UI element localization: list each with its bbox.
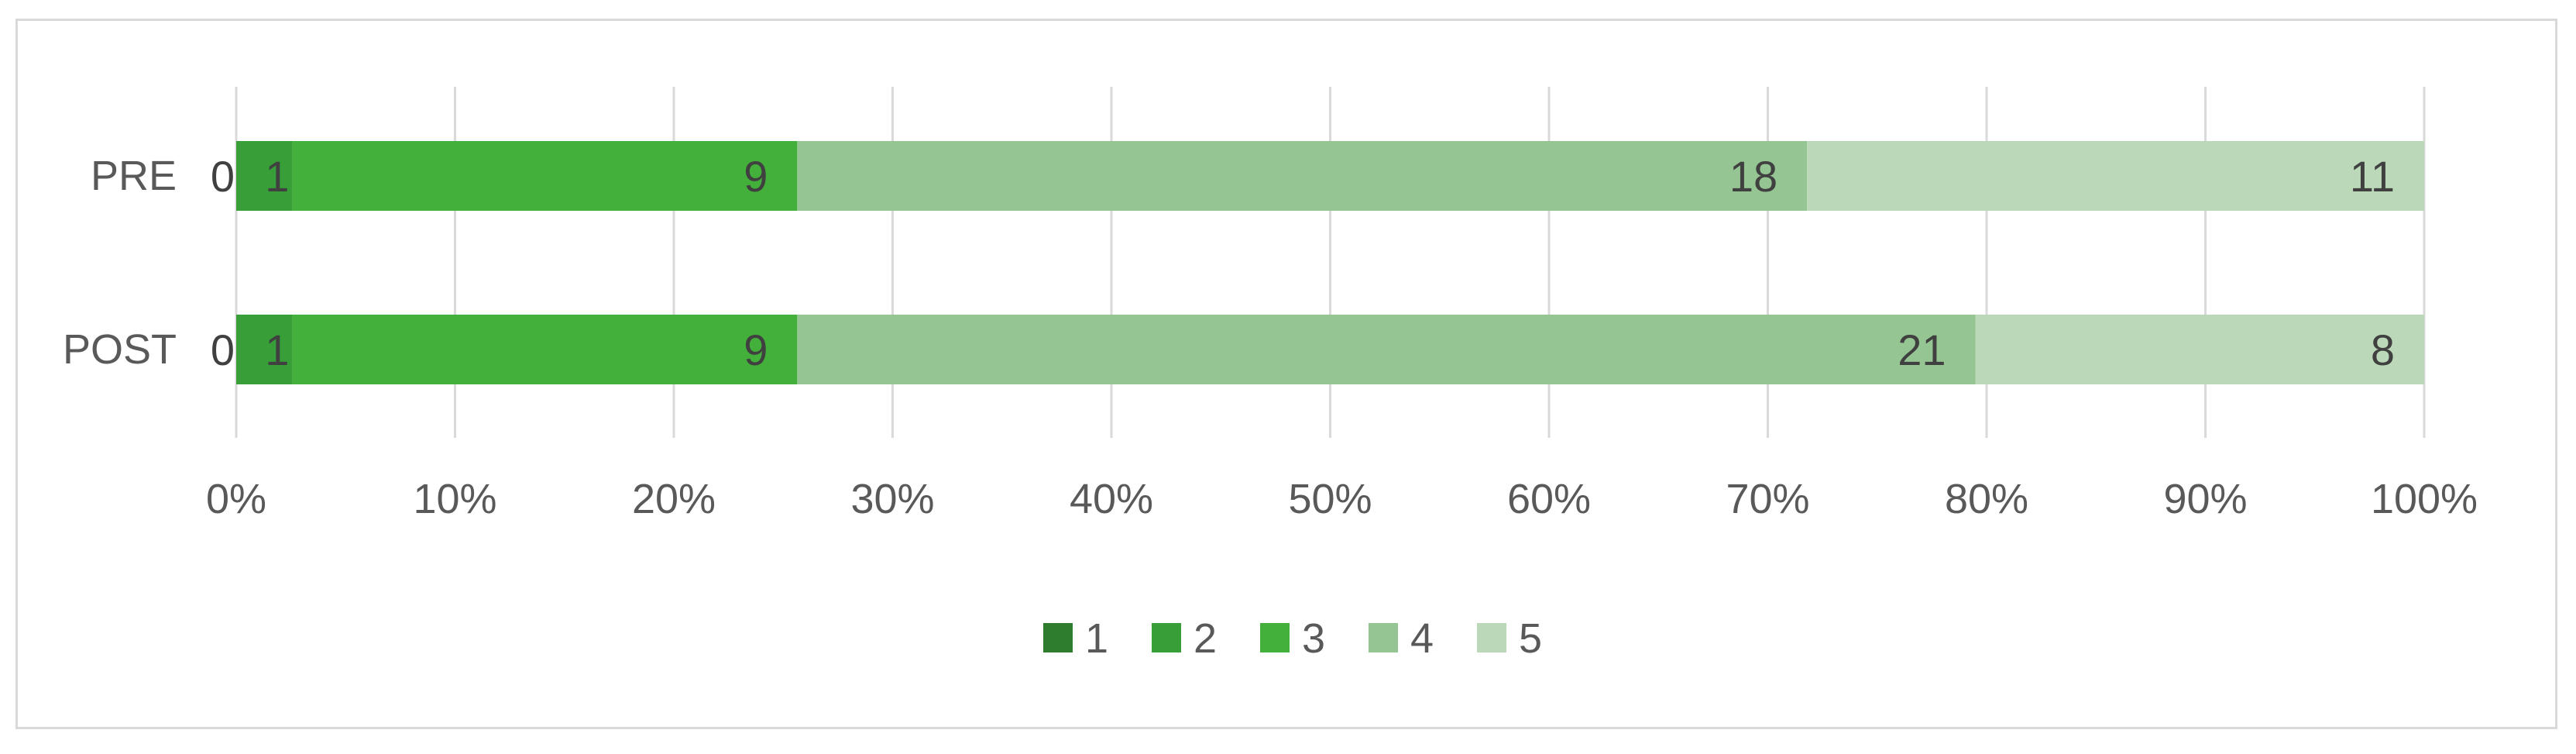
data-label: 21 (1898, 325, 1946, 374)
x-tick-label: 90% (2163, 476, 2247, 522)
legend-swatch (1369, 623, 1398, 652)
data-label: 18 (1729, 152, 1777, 201)
x-tick-label: 10% (413, 476, 496, 522)
bar-segment (292, 141, 798, 211)
legend-label: 4 (1410, 615, 1434, 662)
x-tick-label: 60% (1507, 476, 1591, 522)
data-label: 0 (211, 325, 235, 374)
bar-segment (1807, 141, 2424, 211)
data-label: 11 (2350, 152, 2395, 201)
legend-label: 2 (1194, 615, 1217, 662)
bar-segment (236, 315, 293, 384)
x-tick-label: 70% (1726, 476, 1809, 522)
legend-swatch (1260, 623, 1290, 652)
data-label: 0 (211, 152, 235, 201)
x-tick-label: 40% (1070, 476, 1153, 522)
bar-segment (236, 141, 293, 211)
legend-swatch (1477, 623, 1506, 652)
legend-label: 1 (1085, 615, 1108, 662)
category-label: PRE (91, 153, 177, 199)
x-tick-label: 100% (2371, 476, 2478, 522)
data-label: 1 (265, 325, 289, 374)
legend-label: 5 (1519, 615, 1542, 662)
legend-swatch (1152, 623, 1181, 652)
x-tick-label: 50% (1288, 476, 1372, 522)
legend-label: 3 (1302, 615, 1325, 662)
bar-segment (292, 315, 798, 384)
x-tick-label: 20% (632, 476, 716, 522)
x-tick-label: 80% (1945, 476, 2028, 522)
data-label: 1 (265, 152, 289, 201)
bar-segment (797, 141, 1808, 211)
bar-segment (797, 315, 1976, 384)
legend-swatch (1043, 623, 1073, 652)
category-label: POST (63, 326, 177, 373)
data-label: 9 (744, 325, 768, 374)
data-label: 8 (2371, 325, 2395, 374)
bar-segment (1975, 315, 2424, 384)
data-label: 9 (744, 152, 768, 201)
x-tick-label: 30% (850, 476, 934, 522)
x-tick-label: 0% (206, 476, 266, 522)
